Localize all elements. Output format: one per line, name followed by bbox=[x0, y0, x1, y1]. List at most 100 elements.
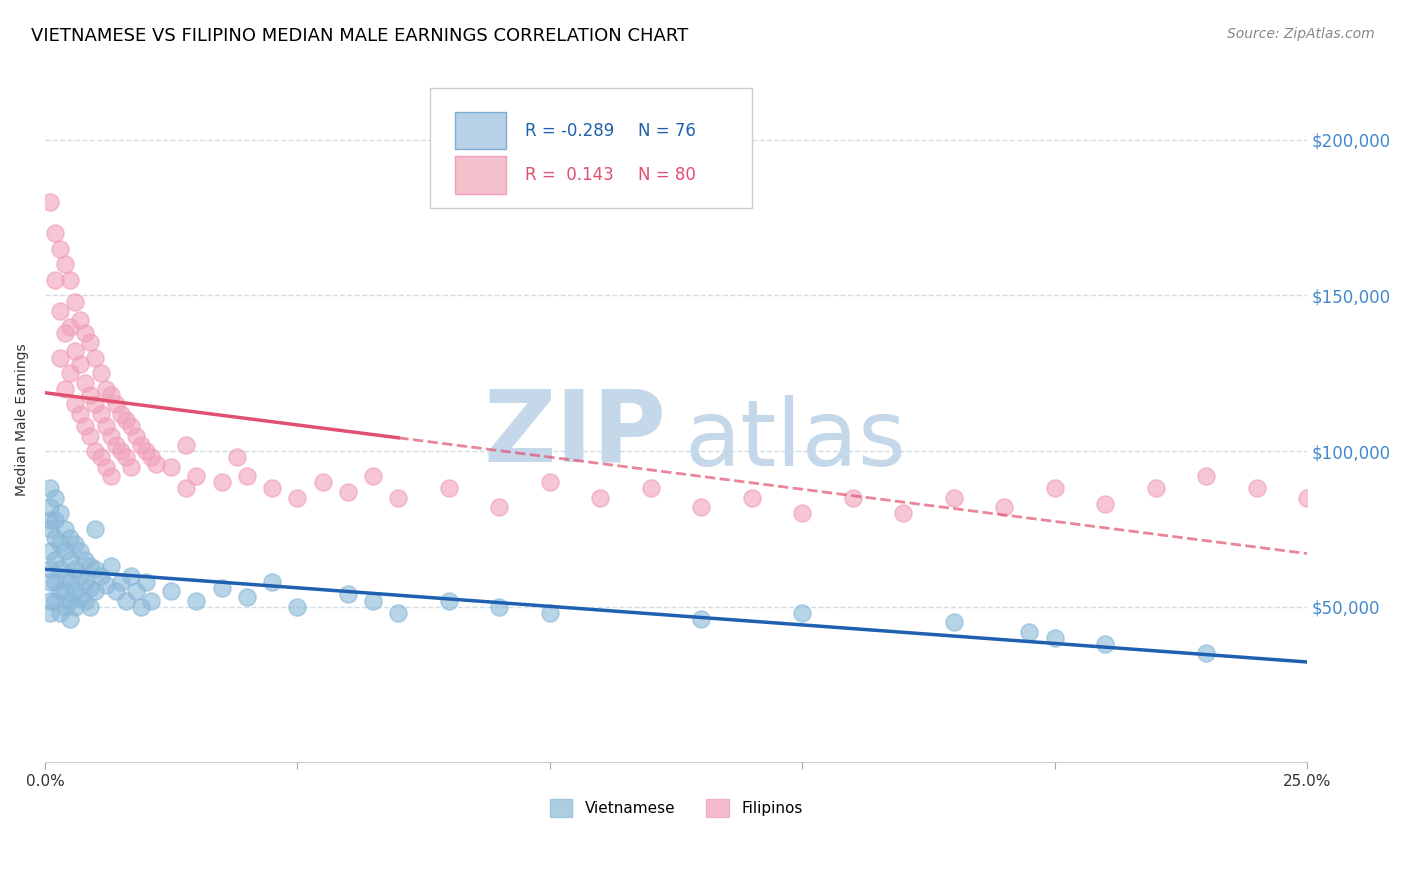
Point bbox=[538, 606, 561, 620]
Point bbox=[94, 459, 117, 474]
Point bbox=[44, 273, 66, 287]
Point bbox=[1144, 482, 1167, 496]
Point bbox=[39, 574, 62, 589]
Point bbox=[488, 500, 510, 515]
Text: VIETNAMESE VS FILIPINO MEDIAN MALE EARNINGS CORRELATION CHART: VIETNAMESE VS FILIPINO MEDIAN MALE EARNI… bbox=[31, 27, 688, 45]
Point bbox=[160, 459, 183, 474]
Point bbox=[311, 475, 333, 490]
Point bbox=[65, 537, 87, 551]
Point bbox=[89, 366, 111, 380]
Point bbox=[589, 491, 612, 505]
Point bbox=[84, 562, 107, 576]
Point bbox=[792, 506, 814, 520]
Point bbox=[1195, 469, 1218, 483]
Point bbox=[59, 553, 82, 567]
Point bbox=[65, 294, 87, 309]
Point bbox=[53, 257, 76, 271]
Point bbox=[110, 574, 132, 589]
Point bbox=[84, 444, 107, 458]
Point bbox=[84, 584, 107, 599]
Point bbox=[44, 574, 66, 589]
Point bbox=[69, 313, 91, 327]
Point bbox=[1043, 482, 1066, 496]
Point bbox=[640, 482, 662, 496]
Point bbox=[437, 593, 460, 607]
Point bbox=[1043, 631, 1066, 645]
Point bbox=[129, 438, 152, 452]
Point bbox=[891, 506, 914, 520]
Point bbox=[176, 438, 198, 452]
Point bbox=[1246, 482, 1268, 496]
Point bbox=[44, 491, 66, 505]
Point bbox=[792, 606, 814, 620]
Point bbox=[69, 568, 91, 582]
Point bbox=[1018, 624, 1040, 639]
Point bbox=[65, 562, 87, 576]
Text: atlas: atlas bbox=[685, 395, 907, 485]
Point bbox=[65, 344, 87, 359]
Text: Source: ZipAtlas.com: Source: ZipAtlas.com bbox=[1227, 27, 1375, 41]
Point bbox=[79, 599, 101, 614]
Point bbox=[79, 559, 101, 574]
Point bbox=[79, 428, 101, 442]
Point bbox=[100, 388, 122, 402]
FancyBboxPatch shape bbox=[456, 156, 506, 194]
Point bbox=[65, 397, 87, 411]
Text: R =  0.143: R = 0.143 bbox=[524, 167, 613, 185]
Point bbox=[79, 335, 101, 350]
Point bbox=[186, 469, 208, 483]
Point bbox=[59, 593, 82, 607]
Point bbox=[59, 319, 82, 334]
Point bbox=[129, 599, 152, 614]
Point bbox=[1094, 637, 1116, 651]
Point bbox=[100, 428, 122, 442]
Point bbox=[287, 491, 309, 505]
Point bbox=[89, 407, 111, 421]
Point bbox=[75, 326, 97, 340]
Point bbox=[336, 484, 359, 499]
Point bbox=[1094, 497, 1116, 511]
Point bbox=[69, 543, 91, 558]
Point bbox=[94, 419, 117, 434]
Point bbox=[53, 599, 76, 614]
Point bbox=[59, 574, 82, 589]
Point bbox=[262, 574, 284, 589]
Point bbox=[89, 450, 111, 465]
Point bbox=[49, 506, 72, 520]
Point bbox=[104, 397, 127, 411]
Point bbox=[145, 457, 167, 471]
Point bbox=[59, 531, 82, 545]
Point bbox=[225, 450, 247, 465]
Point bbox=[139, 450, 162, 465]
Point bbox=[84, 397, 107, 411]
Point bbox=[44, 553, 66, 567]
Point bbox=[100, 469, 122, 483]
Point bbox=[236, 469, 259, 483]
Point bbox=[287, 599, 309, 614]
Point bbox=[100, 559, 122, 574]
Point bbox=[53, 543, 76, 558]
Point bbox=[361, 593, 384, 607]
Point bbox=[39, 562, 62, 576]
Text: N = 76: N = 76 bbox=[638, 122, 696, 140]
Point bbox=[387, 491, 409, 505]
Point bbox=[59, 273, 82, 287]
Point bbox=[49, 537, 72, 551]
Point bbox=[84, 351, 107, 365]
Point bbox=[39, 512, 62, 526]
Point bbox=[79, 581, 101, 595]
Point bbox=[44, 531, 66, 545]
Point bbox=[135, 444, 157, 458]
Point bbox=[120, 459, 142, 474]
Point bbox=[841, 491, 863, 505]
Point bbox=[186, 593, 208, 607]
Point bbox=[387, 606, 409, 620]
Point bbox=[69, 591, 91, 605]
Point bbox=[65, 584, 87, 599]
Point bbox=[53, 522, 76, 536]
Point bbox=[1296, 491, 1319, 505]
Point bbox=[110, 407, 132, 421]
Point bbox=[114, 593, 136, 607]
Point bbox=[125, 428, 148, 442]
Point bbox=[437, 482, 460, 496]
